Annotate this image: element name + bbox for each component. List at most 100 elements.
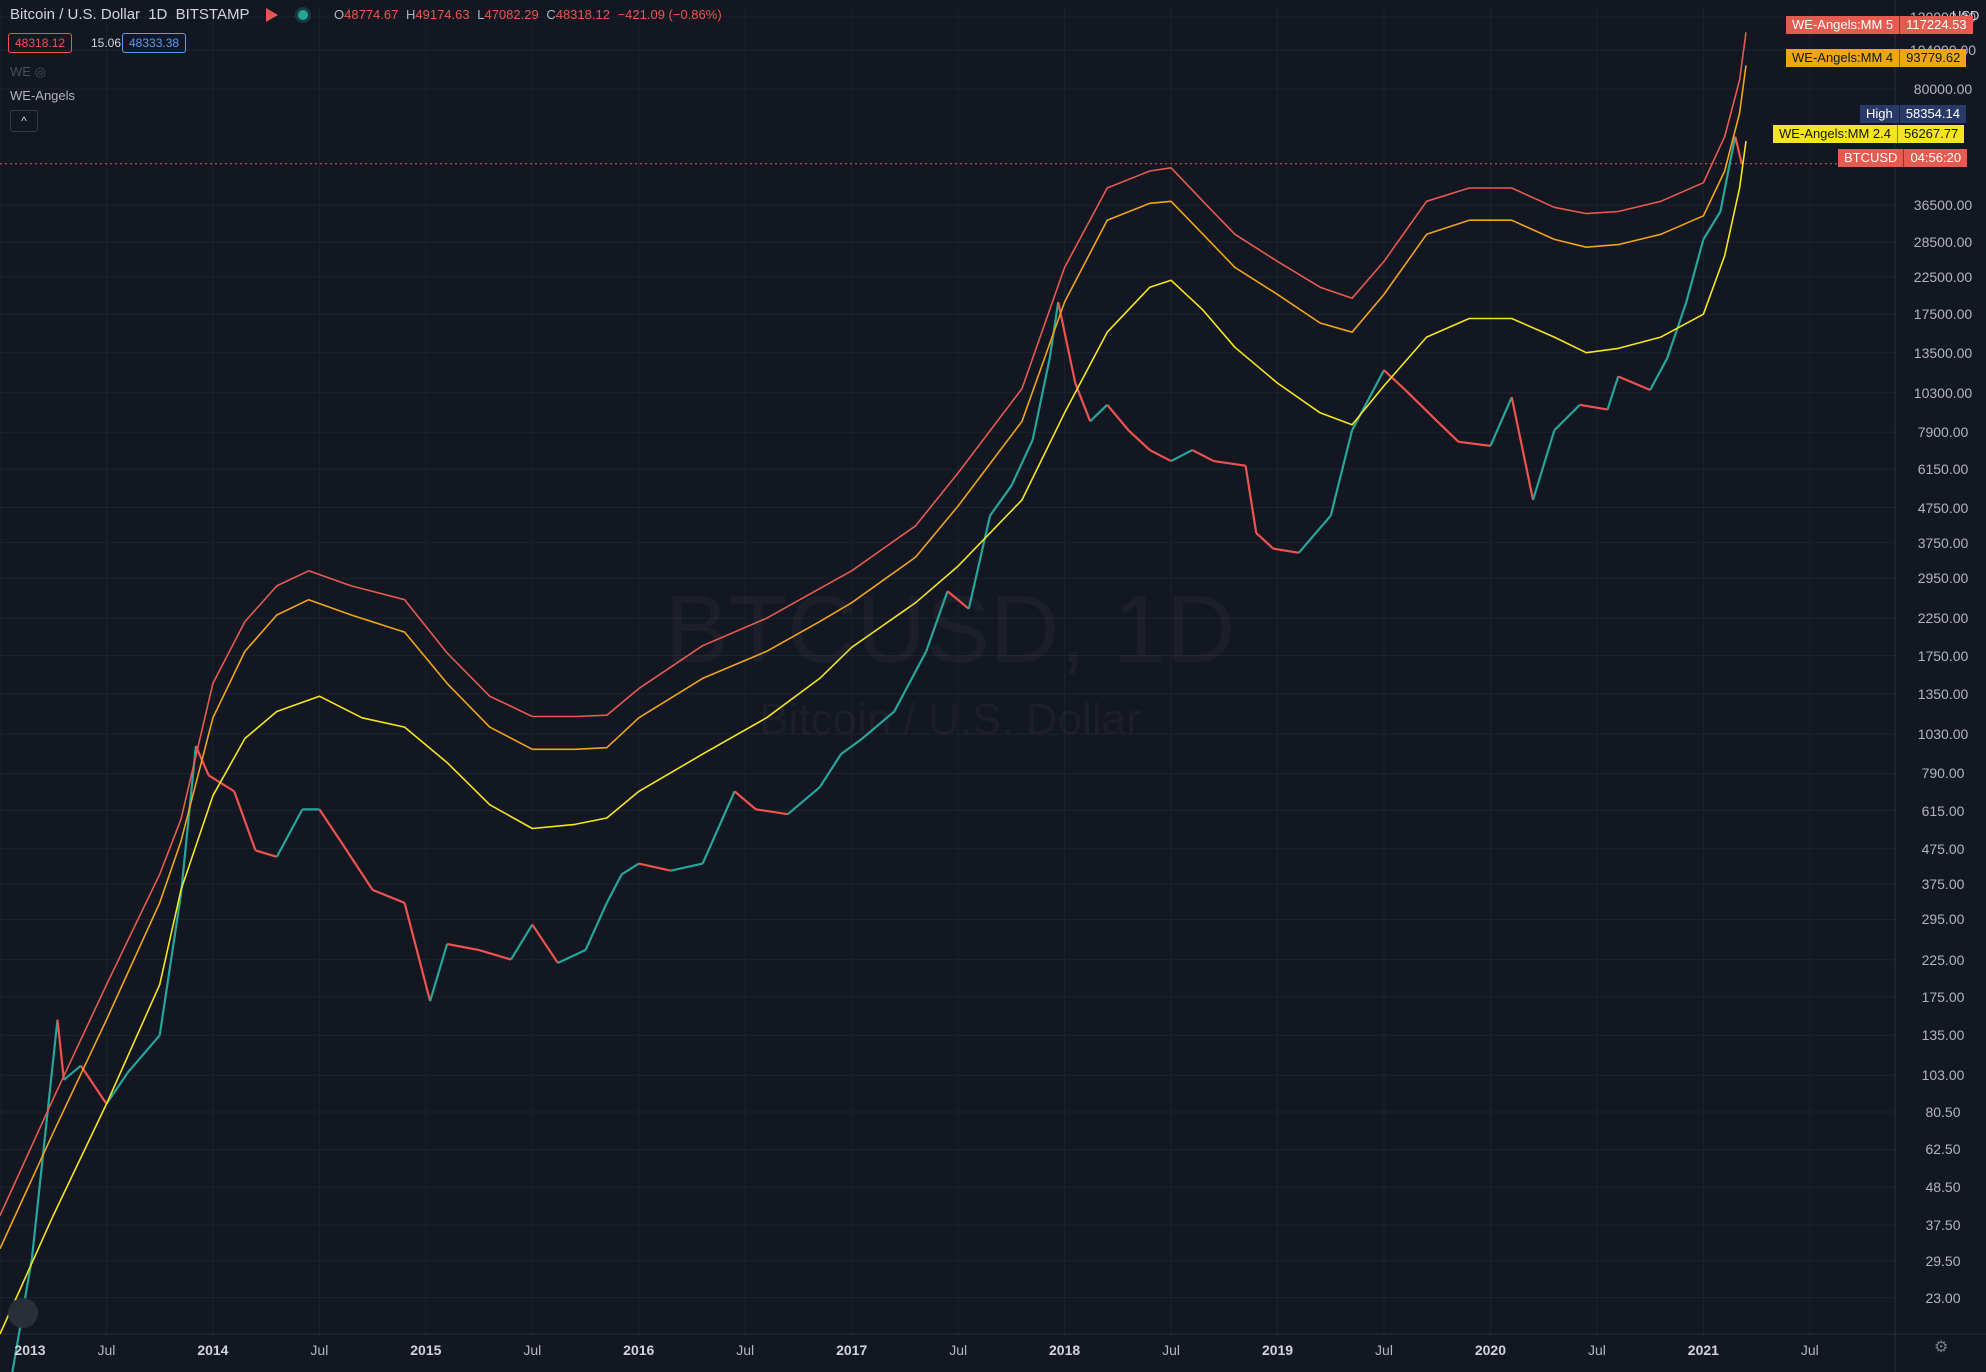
price-tick-label: 36500.00 <box>1913 197 1973 214</box>
price-segment <box>1702 210 1722 240</box>
price-segment <box>638 862 671 872</box>
price-segment <box>670 862 703 872</box>
price-tick-label: 3750.00 <box>1917 534 1969 551</box>
price-segment <box>339 840 374 891</box>
price-segment <box>893 650 928 712</box>
time-tick-label: Jul <box>1800 1342 1819 1358</box>
price-segment <box>318 808 342 842</box>
price-tick-label: 790.00 <box>1921 765 1965 782</box>
time-tick-label: Jul <box>1375 1342 1393 1358</box>
price-segment <box>233 790 257 851</box>
time-tick-label: Jul <box>97 1342 116 1358</box>
price-tick-label: 1750.00 <box>1917 647 1969 664</box>
price-segment <box>179 745 197 895</box>
price-tick-label: 48.50 <box>1925 1179 1961 1196</box>
mm24-tag-name: WE-Angels:MM 2.4 <box>1779 126 1891 141</box>
time-tick-label: 2015 <box>410 1342 442 1358</box>
hidden-indicator-row[interactable]: WE ◎ <box>10 64 46 80</box>
buy-price-button[interactable]: 48333.38 <box>122 33 187 53</box>
price-segment <box>787 786 821 816</box>
price-segment <box>1617 375 1651 391</box>
price-segment <box>733 790 757 811</box>
price-segment <box>1685 239 1705 303</box>
price-segment <box>63 1064 82 1081</box>
price-segment <box>818 753 842 788</box>
price-tick-label: 22500.00 <box>1913 268 1973 285</box>
price-tick-label: 375.00 <box>1921 875 1965 892</box>
time-tick-label: Jul <box>523 1342 542 1358</box>
change-value: −421.09 (−0.86%) <box>617 7 722 22</box>
price-segment <box>861 710 895 740</box>
time-tick-label: 2021 <box>1687 1342 1719 1358</box>
price-tick-label: 7900.00 <box>1917 424 1969 441</box>
price-segment <box>605 873 623 904</box>
high-price-tag: High 58354.14 <box>1860 105 1966 123</box>
price-segment <box>531 923 559 964</box>
price-tick-label: 6150.00 <box>1917 461 1969 478</box>
price-segment <box>1579 403 1608 411</box>
price-segment <box>946 590 970 610</box>
price-segment <box>1458 440 1491 447</box>
price-segment <box>1010 439 1034 487</box>
price-segment <box>1213 459 1246 467</box>
price-tick-label: 615.00 <box>1921 802 1965 819</box>
tradingview-logo-icon[interactable] <box>8 1298 38 1328</box>
price-tick-label: 2950.00 <box>1917 570 1969 587</box>
price-tick-label: 17500.00 <box>1913 306 1973 323</box>
mm5-tag-value: 117224.53 <box>1899 16 1973 34</box>
price-tick-label: 225.00 <box>1921 951 1965 968</box>
time-tick-label: 2017 <box>836 1342 868 1358</box>
ohlc-values: O48774.67 H49174.63 L47082.29 C48318.12 … <box>334 7 722 22</box>
series-we-angels-mm-2-4 <box>0 140 1747 1335</box>
price-tick-label: 80.50 <box>1925 1103 1961 1120</box>
sell-price-button[interactable]: 48318.12 <box>8 33 73 53</box>
price-segment <box>1436 420 1460 443</box>
series-line <box>0 65 1747 1250</box>
price-segment <box>1666 301 1688 359</box>
market-status-icon[interactable] <box>297 10 308 21</box>
gear-icon[interactable]: ⚙ <box>1934 1339 1949 1356</box>
price-segment <box>621 862 640 876</box>
price-tick-label: 103.00 <box>1921 1067 1965 1084</box>
symbol-title[interactable]: Bitcoin / U.S. Dollar <box>10 6 141 23</box>
price-segment <box>1404 389 1438 423</box>
interval-label[interactable]: 1D <box>148 6 168 23</box>
price-segment <box>478 948 512 961</box>
eye-hidden-icon[interactable]: ◎ <box>34 64 46 79</box>
price-segment <box>126 1034 161 1074</box>
high-tag-value: 58354.14 <box>1898 105 1966 123</box>
price-segment <box>1531 429 1556 501</box>
price-segment <box>1057 301 1077 384</box>
price-segment <box>1089 404 1108 423</box>
price-tick-label: 295.00 <box>1921 911 1965 928</box>
price-tick-label: 80000.00 <box>1913 80 1973 97</box>
price-segment <box>557 949 586 964</box>
indicator-legend-we-angels[interactable]: WE-Angels <box>10 88 76 103</box>
price-tick-label: 1350.00 <box>1917 686 1969 703</box>
symbol-legend[interactable]: Bitcoin / U.S. Dollar 1D BITSTAMP O48774… <box>10 6 730 23</box>
time-tick-label: Jul <box>736 1342 755 1358</box>
close-value: 48318.12 <box>555 7 610 22</box>
price-tick-label: 135.00 <box>1921 1027 1965 1044</box>
price-segment <box>1127 429 1151 451</box>
price-tick-label: 23.00 <box>1925 1289 1961 1306</box>
mm24-tag-value: 56267.77 <box>1896 125 1964 143</box>
mm4-tag-value: 93779.62 <box>1899 49 1966 67</box>
high-value: 49174.63 <box>415 7 470 22</box>
price-segment <box>446 942 480 952</box>
price-segment <box>1727 136 1737 169</box>
low-value: 47082.29 <box>484 7 539 22</box>
price-segment <box>1383 369 1407 391</box>
series-we-angels-mm-4 <box>0 65 1747 1250</box>
flag-icon[interactable] <box>265 8 278 23</box>
price-segment <box>510 923 534 961</box>
collapse-legend-button[interactable]: ^ <box>10 110 38 132</box>
btcusd-price-tag: BTCUSD 04:56:20 <box>1838 149 1968 167</box>
price-segment <box>1191 449 1215 463</box>
series-btcusd <box>11 136 1743 1372</box>
price-segment <box>158 893 183 1036</box>
price-tick-label: 13500.00 <box>1913 344 1973 361</box>
price-segment <box>429 943 449 1002</box>
